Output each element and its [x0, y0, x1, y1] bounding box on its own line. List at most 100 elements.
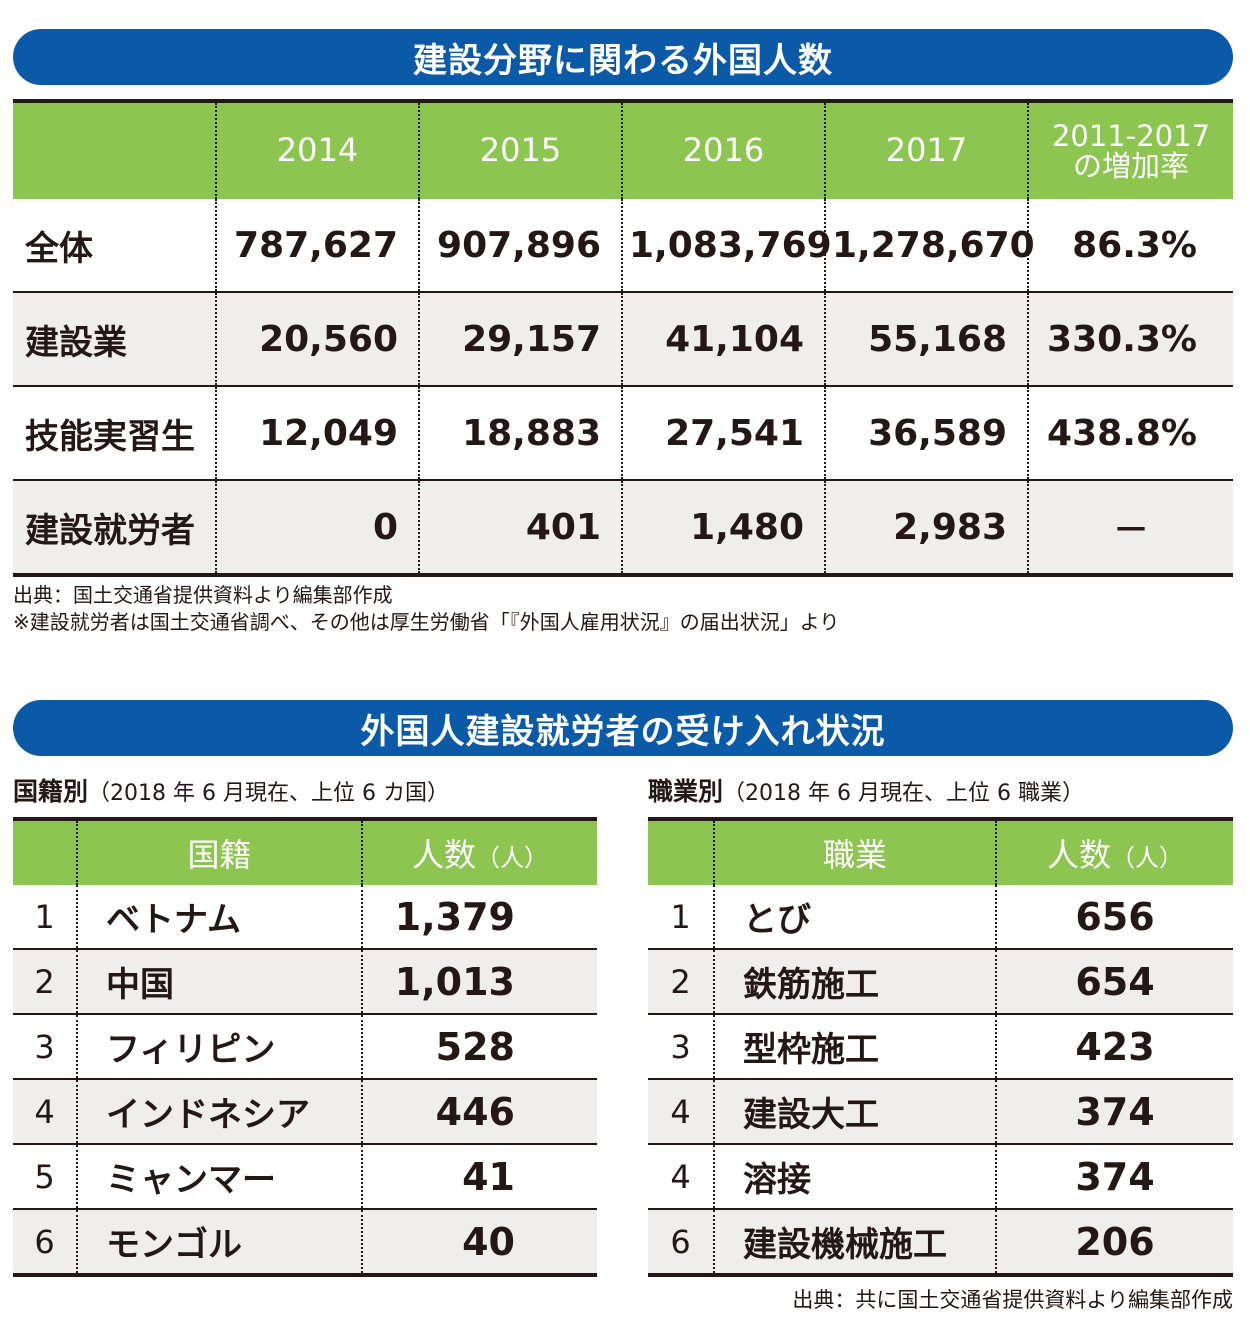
occupation-name: とび	[713, 885, 996, 949]
cell-value: 2,983	[824, 479, 1028, 575]
occupation-subheading: （2018 年 6 月現在、上位 6 職業）	[723, 781, 1084, 806]
header-rank	[648, 819, 714, 885]
nationality-subheading: （2018 年 6 月現在、上位 6 カ国）	[88, 781, 449, 806]
count-label: 人数	[411, 836, 476, 874]
table-row: 全体 787,627 907,896 1,083,769 1,278,670 8…	[13, 199, 1233, 292]
cell-rate: 86.3%	[1027, 199, 1233, 292]
count-label: 人数	[1046, 836, 1111, 874]
rank: 1	[34, 897, 55, 936]
table-row: 2 中国 1,013	[13, 948, 597, 1014]
occupation-name: 溶接	[713, 1143, 996, 1209]
header-empty	[13, 101, 216, 199]
rank: 4	[648, 1078, 714, 1144]
count: 40	[361, 1208, 597, 1275]
count: 41	[361, 1143, 597, 1209]
cell-rate: 438.8%	[1027, 385, 1233, 480]
table-row: 4 建設大工 374	[648, 1078, 1233, 1144]
count: 656	[995, 885, 1233, 949]
cell-value: 29,157	[418, 291, 622, 386]
occupation-name: 型枠施工	[713, 1013, 996, 1079]
count: 1,379	[361, 885, 597, 949]
nationality-name: ミャンマー	[76, 1143, 362, 1209]
table-row: 1 ベトナム 1,379	[13, 885, 597, 949]
header-rank	[13, 819, 77, 885]
cell-value: 55,168	[824, 291, 1028, 386]
count: 374	[995, 1078, 1233, 1144]
table-row: 3 型枠施工 423	[648, 1013, 1233, 1079]
table-row: 技能実習生 12,049 18,883 27,541 36,589 438.8%	[13, 385, 1233, 480]
rank: 6	[13, 1208, 77, 1275]
nationality-heading: 国籍別	[13, 777, 89, 806]
cell-rate: 330.3%	[1027, 291, 1233, 386]
header-nationality: 国籍	[76, 819, 362, 885]
table-row: 1 とび 656	[648, 885, 1233, 949]
occupation-heading: 職業別	[648, 777, 724, 806]
nationality-name: フィリピン	[76, 1013, 362, 1079]
count: 374	[995, 1143, 1233, 1209]
header-2016: 2016	[621, 101, 825, 199]
section1-source: 出典：国土交通省提供資料より編集部作成	[13, 583, 393, 607]
rank: 1	[670, 897, 691, 936]
count-unit: （人）	[1111, 844, 1183, 872]
cell-value: 1,480	[621, 479, 825, 575]
header-2017: 2017	[824, 101, 1028, 199]
table-row: 5 ミャンマー 41	[13, 1143, 597, 1209]
row-label: 建設就労者	[13, 479, 216, 575]
section1-note: ※建設就労者は国土交通省調べ、その他は厚生労働省「『外国人雇用状況』の届出状況」…	[13, 610, 840, 634]
count: 654	[995, 948, 1233, 1014]
rank: 2	[648, 948, 714, 1014]
occupation-subtitle: 職業別（2018 年 6 月現在、上位 6 職業）	[648, 772, 1084, 808]
count: 423	[995, 1013, 1233, 1079]
cell-value: 36,589	[824, 385, 1028, 480]
header-growth-rate: 2011-2017 の増加率	[1027, 101, 1233, 199]
table-header-row: 国籍 人数（人）	[13, 819, 597, 885]
table-row: 4 溶接 374	[648, 1143, 1233, 1209]
cell-value: 1,278,670	[824, 199, 1035, 292]
rank: 2	[13, 948, 77, 1014]
count: 446	[361, 1078, 597, 1144]
cell-value: 12,049	[215, 385, 419, 480]
header-count: 人数（人）	[995, 819, 1233, 885]
section2-title: 外国人建設就労者の受け入れ状況	[13, 700, 1233, 756]
nationality-table: 国籍 人数（人） 1 ベトナム 1,379 2 中国 1,013 3 フィリピン 528 4…	[13, 817, 597, 1277]
nationality-name: ベトナム	[76, 885, 362, 949]
cell-value: 41,104	[621, 291, 825, 386]
rank: 3	[648, 1013, 714, 1079]
count: 528	[361, 1013, 597, 1079]
foreign-workers-table: 2014 2015 2016 2017 2011-2017 の増加率 全体 78…	[13, 99, 1233, 577]
cell-rate: －	[1027, 479, 1233, 575]
section1-title: 建設分野に関わる外国人数	[13, 29, 1233, 85]
cell-value: 18,883	[418, 385, 622, 480]
row-label: 建設業	[13, 291, 216, 386]
occupation-name: 鉄筋施工	[713, 948, 996, 1014]
table-row: 6 建設機械施工 206	[648, 1208, 1233, 1275]
row-label: 全体	[25, 228, 93, 269]
cell-value: 0	[215, 479, 419, 575]
occupation-table: 職業 人数（人） 1 とび 656 2 鉄筋施工 654 3 型枠施工 423 4 建設大工 3…	[648, 817, 1233, 1277]
header-count: 人数（人）	[361, 819, 597, 885]
count: 206	[995, 1208, 1233, 1275]
rank: 6	[648, 1208, 714, 1275]
header-2015: 2015	[418, 101, 622, 199]
rank: 5	[13, 1143, 77, 1209]
cell-value: 401	[418, 479, 622, 575]
cell-value: 27,541	[621, 385, 825, 480]
header-2014: 2014	[215, 101, 419, 199]
cell-value: 907,896	[418, 199, 622, 292]
occupation-name: 建設大工	[713, 1078, 996, 1144]
table-row: 4 インドネシア 446	[13, 1078, 597, 1144]
rank: 4	[648, 1143, 714, 1209]
section2-source: 出典：共に国土交通省提供資料より編集部作成	[792, 1288, 1233, 1312]
table-row: 建設就労者 0 401 1,480 2,983 －	[13, 479, 1233, 575]
table-row: 6 モンゴル 40	[13, 1208, 597, 1275]
cell-value: 787,627	[215, 199, 419, 292]
cell-value: 20,560	[215, 291, 419, 386]
rank: 3	[13, 1013, 77, 1079]
table-row: 建設業 20,560 29,157 41,104 55,168 330.3%	[13, 291, 1233, 386]
header-occupation: 職業	[713, 819, 996, 885]
nationality-name: モンゴル	[76, 1208, 362, 1275]
count-unit: （人）	[476, 844, 548, 872]
nationality-name: インドネシア	[76, 1078, 362, 1144]
nationality-subtitle: 国籍別（2018 年 6 月現在、上位 6 カ国）	[13, 772, 449, 808]
cell-value: 1,083,769	[621, 199, 832, 292]
